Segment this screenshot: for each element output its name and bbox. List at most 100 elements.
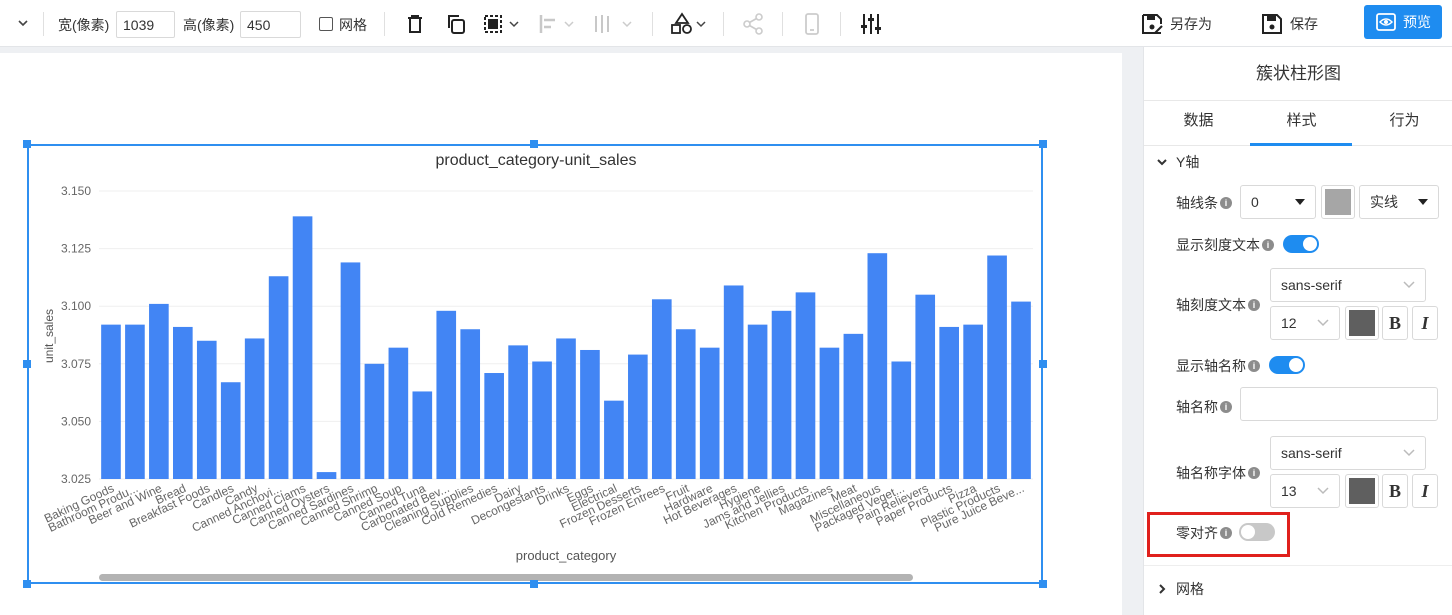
eye-icon <box>1376 13 1396 31</box>
y-axis-title: unit_sales <box>42 309 56 363</box>
section-grid[interactable]: 网格 <box>1156 579 1204 599</box>
height-input[interactable] <box>240 11 301 38</box>
tick-bold-button[interactable]: B <box>1382 306 1408 340</box>
bar <box>987 255 1007 479</box>
section-grid-label: 网格 <box>1176 581 1204 597</box>
preview-button[interactable]: 预览 <box>1364 5 1442 39</box>
tick-text-label: 轴刻度文本 i <box>1176 295 1260 315</box>
resize-handle[interactable] <box>23 140 31 148</box>
resize-handle[interactable] <box>1039 580 1047 588</box>
tick-color-picker[interactable] <box>1345 306 1379 340</box>
bar <box>628 354 648 479</box>
chevron-down-icon <box>1317 487 1329 495</box>
resize-handle[interactable] <box>23 580 31 588</box>
show-tick-text-toggle[interactable] <box>1283 235 1319 253</box>
shapes-icon[interactable] <box>670 12 710 36</box>
width-input[interactable] <box>116 11 175 38</box>
save-button[interactable]: 保存 <box>1260 8 1318 40</box>
y-tick-label: 3.100 <box>61 299 91 313</box>
bar <box>843 333 864 479</box>
select-frame-icon[interactable] <box>482 12 522 36</box>
mobile-icon[interactable] <box>800 12 824 36</box>
tab-data[interactable]: 数据 <box>1183 112 1214 129</box>
tick-size-select[interactable]: 12 <box>1270 306 1340 340</box>
bar <box>580 349 600 479</box>
toggle-knob <box>1241 525 1255 539</box>
info-icon: i <box>1262 239 1274 251</box>
sliders-icon[interactable] <box>859 12 883 36</box>
tab-style[interactable]: 样式 <box>1286 112 1317 129</box>
tick-italic-button[interactable]: I <box>1412 306 1438 340</box>
caret-down-icon <box>1295 199 1305 205</box>
chevron-down-icon <box>1403 449 1415 457</box>
width-label: 宽(像素) <box>58 17 110 33</box>
axis-name-color-picker[interactable] <box>1345 474 1379 508</box>
axis-line-width-select[interactable]: 0 <box>1240 185 1316 219</box>
resize-handle[interactable] <box>530 140 538 148</box>
show-axis-name-text: 显示轴名称 <box>1176 358 1246 374</box>
bar <box>125 324 145 479</box>
axis-name-italic-button[interactable]: I <box>1412 474 1438 508</box>
bar <box>867 253 888 479</box>
axis-name-font-text: 轴名称字体 <box>1176 465 1246 481</box>
info-icon: i <box>1220 527 1232 539</box>
toggle-knob <box>1303 237 1317 251</box>
bar <box>699 347 720 479</box>
show-axis-name-toggle[interactable] <box>1269 356 1305 374</box>
share-icon[interactable] <box>741 12 765 36</box>
bar <box>101 324 121 479</box>
axis-line-style-value: 实线 <box>1370 194 1398 210</box>
tick-size-value: 12 <box>1281 315 1297 331</box>
resize-handle[interactable] <box>1039 360 1047 368</box>
highlight-box <box>1147 512 1290 557</box>
axis-name-input[interactable] <box>1240 387 1438 421</box>
resize-handle[interactable] <box>23 360 31 368</box>
chevron-down-icon[interactable] <box>14 14 32 32</box>
bar <box>915 294 936 479</box>
y-tick-label: 3.150 <box>61 184 91 198</box>
bar <box>604 400 624 479</box>
align-center-icon[interactable] <box>592 12 636 36</box>
save-as-button[interactable]: 另存为 <box>1140 8 1212 40</box>
info-icon: i <box>1220 401 1232 413</box>
copy-icon[interactable] <box>444 12 468 36</box>
info-icon: i <box>1220 197 1232 209</box>
bar <box>675 329 696 479</box>
axis-line-style-select[interactable]: 实线 <box>1359 185 1439 219</box>
bar <box>388 347 409 479</box>
caret-down-icon <box>1418 199 1428 205</box>
axis-name-bold-button[interactable]: B <box>1382 474 1408 508</box>
resize-handle[interactable] <box>530 580 538 588</box>
bar <box>819 347 840 479</box>
chart-scrollbar[interactable] <box>99 574 913 581</box>
info-icon: i <box>1248 467 1260 479</box>
section-y-axis[interactable]: Y轴 <box>1156 152 1199 172</box>
bar <box>723 285 744 479</box>
y-tick-label: 3.125 <box>61 242 91 256</box>
axis-name-color-swatch <box>1349 478 1375 504</box>
tick-text-text: 轴刻度文本 <box>1176 297 1246 313</box>
axis-name-size-select[interactable]: 13 <box>1270 474 1340 508</box>
bar <box>340 262 361 479</box>
bar <box>508 345 528 479</box>
grid-checkbox[interactable] <box>319 17 333 31</box>
zero-align-toggle[interactable] <box>1239 523 1275 541</box>
show-axis-name-label: 显示轴名称 i <box>1176 356 1260 376</box>
bar <box>556 338 576 479</box>
show-tick-text-label: 显示刻度文本 i <box>1176 235 1274 255</box>
toolbar: 宽(像素) 高(像素) 网格 另存为 保存 预览 <box>0 0 1452 47</box>
tab-behavior[interactable]: 行为 <box>1389 112 1420 129</box>
bar <box>1011 301 1031 479</box>
chart-widget[interactable]: product_category-unit_sales 3.150 3.125 3.… <box>27 144 1043 584</box>
tick-font-select[interactable]: sans-serif <box>1270 268 1426 302</box>
height-label: 高(像素) <box>183 17 235 33</box>
align-left-icon[interactable] <box>537 12 577 36</box>
properties-panel: 簇状柱形图 数据 样式 行为 Y轴 轴线条 i 0 实线 显示刻度文本 i 轴刻度文… <box>1143 47 1452 615</box>
bar <box>412 391 433 479</box>
bar <box>268 276 289 479</box>
bar <box>292 216 313 479</box>
trash-icon[interactable] <box>403 12 427 36</box>
axis-name-font-select[interactable]: sans-serif <box>1270 436 1426 470</box>
axis-line-color-picker[interactable] <box>1321 185 1355 219</box>
resize-handle[interactable] <box>1039 140 1047 148</box>
